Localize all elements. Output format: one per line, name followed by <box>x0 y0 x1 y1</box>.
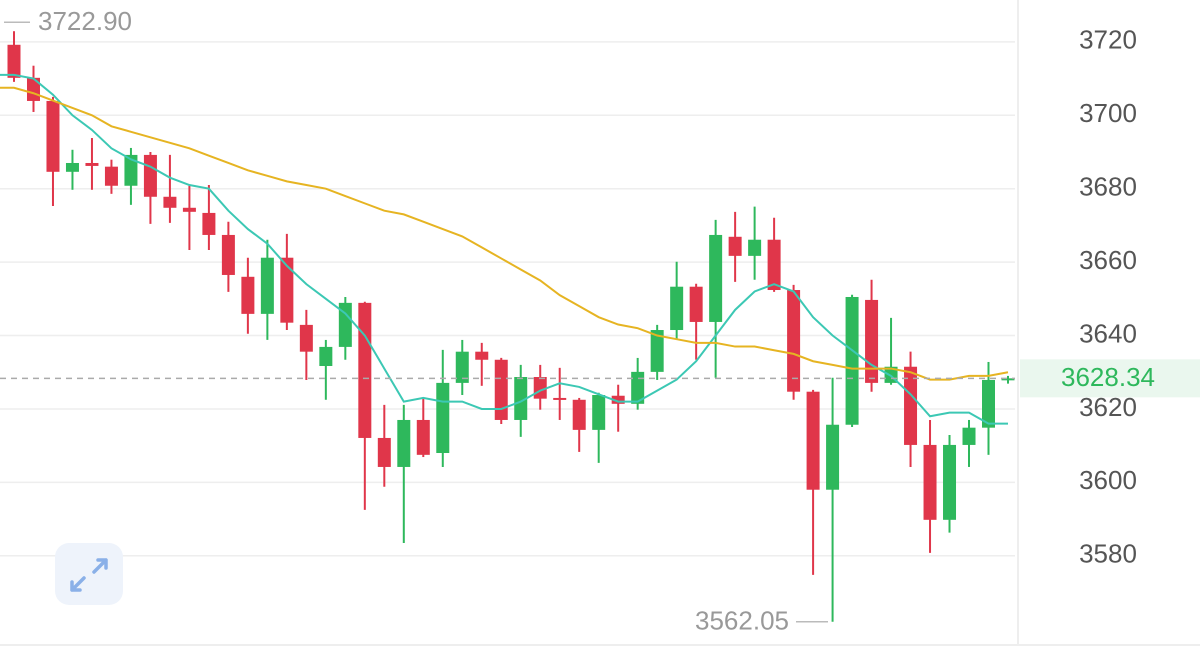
candle-body <box>475 351 489 360</box>
candle-body <box>163 196 177 208</box>
candle-body <box>650 330 664 372</box>
candle-body <box>572 399 586 430</box>
candle-body <box>104 166 118 186</box>
candle-body <box>338 302 352 347</box>
candle-body <box>143 154 157 197</box>
high-marker-label: 3722.90 <box>38 6 132 36</box>
candle-body <box>7 44 21 78</box>
candle-body <box>182 207 196 212</box>
candle-body <box>514 377 528 420</box>
candle-body <box>904 366 918 445</box>
candle-body <box>85 162 99 166</box>
y-tick-label: 3580 <box>1079 539 1137 569</box>
expand-button-bg[interactable] <box>55 543 123 605</box>
candle-body <box>787 290 801 392</box>
y-tick-label: 3600 <box>1079 465 1137 495</box>
candle-body <box>358 302 372 438</box>
candle-body <box>943 444 957 520</box>
y-tick-label: 3720 <box>1079 25 1137 55</box>
candle-body <box>494 359 508 420</box>
candle-body <box>436 382 450 454</box>
y-tick-label: 3700 <box>1079 98 1137 128</box>
low-marker-label: 3562.05 <box>695 606 789 636</box>
candle-body <box>611 395 625 404</box>
candle-body <box>865 299 879 383</box>
candle-body <box>280 257 294 323</box>
candle-body <box>260 257 274 314</box>
y-tick-label: 3640 <box>1079 318 1137 348</box>
candle-body <box>962 427 976 445</box>
candle-body <box>748 239 762 256</box>
candle-body <box>397 419 411 467</box>
candle-body <box>377 437 391 467</box>
candle-body <box>709 234 723 322</box>
expand-button[interactable] <box>55 543 123 605</box>
candle-body <box>455 351 469 383</box>
candle-body <box>202 212 216 235</box>
candle-body <box>221 234 235 275</box>
moving-average-line <box>0 86 1009 381</box>
candle-body <box>826 424 840 490</box>
candle-body <box>728 236 742 256</box>
candle-body <box>46 100 60 172</box>
expand-icon[interactable] <box>70 558 108 592</box>
candle-body <box>845 296 859 425</box>
candle-body <box>1001 378 1015 381</box>
y-tick-label: 3680 <box>1079 172 1137 202</box>
candle-body <box>553 397 567 400</box>
candle-body <box>631 371 645 404</box>
candle-body <box>670 286 684 331</box>
candle-body <box>416 419 430 455</box>
candle-body <box>806 391 820 490</box>
current-price-label: 3628.34 <box>1061 362 1155 392</box>
candle-body <box>592 395 606 430</box>
candle-body <box>65 162 79 172</box>
current-price-bg <box>1020 359 1200 398</box>
moving-average-line <box>0 73 1008 425</box>
candle-body <box>923 444 937 520</box>
y-tick-label: 3660 <box>1079 245 1137 275</box>
candle-body <box>299 324 313 352</box>
candle-body <box>124 154 138 186</box>
candle-body <box>319 346 333 367</box>
candle-body <box>241 276 255 314</box>
candle-body <box>982 379 995 428</box>
candle-body <box>767 239 781 291</box>
candle-body <box>689 286 703 322</box>
